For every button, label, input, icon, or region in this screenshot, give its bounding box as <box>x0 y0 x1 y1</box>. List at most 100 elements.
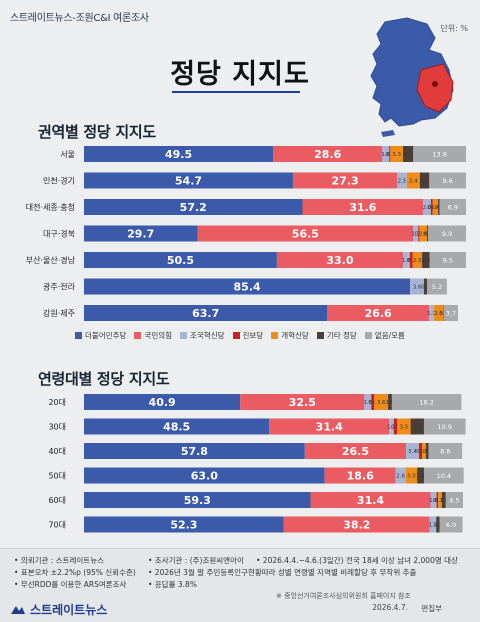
category-label: 대전·세종·충청 <box>26 202 75 212</box>
bar-value-label: 3.5 <box>413 424 422 430</box>
page-title: 정당 지지도 <box>170 59 310 90</box>
publish-date: 2026.4.7. <box>372 603 408 612</box>
bar-value-label: 10.4 <box>437 472 451 480</box>
bar-value-label: 2.0 <box>422 258 431 264</box>
bar-rebuilding <box>430 492 437 508</box>
bar-value-label: 56.5 <box>292 227 319 240</box>
bar-value-label: 1.8 <box>402 258 411 264</box>
bar-value-label: 40.9 <box>149 396 176 409</box>
footer-margin: • 표본오차 ±2.2%p (95% 신뢰수준) <box>14 568 136 577</box>
bar-minjoo <box>84 443 305 459</box>
bar-value-label: 3.3 <box>392 152 401 158</box>
bar-rebuilding <box>428 305 434 321</box>
bar-ppp <box>310 492 431 508</box>
footer-sampling: • 2026년 3월 말 주민등록인구현황따라 성별 연령별 지역별 비례할당 … <box>148 568 417 577</box>
bar-value-label: 1.7 <box>429 522 438 528</box>
bar-value-label: 26.5 <box>342 445 369 458</box>
bar-value-label: 85.4 <box>234 280 261 293</box>
bar-minjoo <box>84 516 284 533</box>
bar-ppp <box>327 305 429 321</box>
bar-other <box>417 467 424 484</box>
footer-client: • 의뢰기관 : 스트레이트뉴스 <box>14 556 105 565</box>
bar-none <box>429 172 466 189</box>
bar-other <box>388 394 392 410</box>
bar-value-label: 2.6 <box>396 473 405 479</box>
bar-other <box>443 305 444 321</box>
bar-value-label: 3.6 <box>377 400 386 406</box>
bar-value-label: 2.5 <box>398 178 407 184</box>
bar-none <box>427 278 447 295</box>
title-underline <box>172 91 300 93</box>
bar-value-label: 28.6 <box>314 148 341 161</box>
bar-other <box>441 492 446 508</box>
bar-minjoo <box>84 172 293 189</box>
bar-ppp <box>197 225 414 242</box>
bar-reform <box>432 199 439 215</box>
bar-ppp <box>324 467 396 484</box>
bar-minjoo <box>84 394 241 410</box>
bar-value-label: 57.8 <box>181 445 208 458</box>
category-label: 20대 <box>48 398 66 407</box>
bar-value-label: 2.7 <box>404 152 413 158</box>
legend-label: 조국혁신당 <box>190 331 225 340</box>
category-label: 강원·제주 <box>43 308 75 318</box>
bar-value-label: 6.0 <box>446 521 456 529</box>
bar-value-label: 2.5 <box>434 311 443 317</box>
bar-value-label: 18.6 <box>347 469 374 482</box>
footer-method: • 무선RDD를 이용한 ARS여론조사 <box>14 580 127 589</box>
bar-value-label: 49.5 <box>165 148 192 161</box>
bar-value-label: 0.8 <box>368 400 377 406</box>
bar-value-label: 2.5 <box>420 178 429 184</box>
bar-rebuilding <box>413 225 419 242</box>
bar-progressive <box>418 225 420 242</box>
bar-progressive <box>419 443 423 459</box>
bar-reform <box>419 225 428 242</box>
footer-agency: • 조사기관 : (주)조원씨앤아이 <box>148 556 244 565</box>
bar-value-label: 52.3 <box>170 518 197 531</box>
bar-ppp <box>276 252 403 268</box>
bar-value-label: 2.0 <box>419 231 428 237</box>
bar-value-label: 3.0 <box>407 473 416 479</box>
bar-value-label: 50.5 <box>167 254 194 267</box>
category-label: 광주·전라 <box>43 282 76 292</box>
bar-rebuilding <box>382 146 390 162</box>
bar-none <box>429 252 466 268</box>
bar-value-label: 31.4 <box>316 420 343 433</box>
bar-value-label: 59.3 <box>184 494 211 507</box>
bar-value-label: 54.7 <box>175 174 202 187</box>
bar-rebuilding <box>423 199 431 215</box>
editor-label: 편집부 <box>421 604 442 613</box>
bar-reform <box>406 172 420 189</box>
bar-minjoo <box>84 225 198 242</box>
bar-progressive <box>430 199 433 215</box>
korea-map-red-region <box>416 63 454 113</box>
bar-ppp <box>292 172 398 189</box>
legend-label: 진보당 <box>242 331 264 340</box>
bar-minjoo <box>84 418 270 435</box>
bar-value-label: 0.1 <box>439 311 448 317</box>
bar-ppp <box>240 394 365 410</box>
bar-ppp <box>302 199 424 215</box>
legend-item-progressive: 진보당 <box>232 330 264 341</box>
footer-response: • 응답률 3.8% <box>148 580 197 589</box>
logo-text: 스트레이트뉴스 <box>30 603 108 617</box>
age-section-title: 연령대별 정당 지지도 <box>38 370 170 388</box>
category-label: 인천·경기 <box>43 176 75 186</box>
legend-label: 기타 정당 <box>326 331 357 340</box>
bar-progressive <box>389 146 391 162</box>
bar-value-label: 9.9 <box>442 230 452 238</box>
bar-none <box>413 146 466 162</box>
bar-none <box>439 199 466 215</box>
bar-value-label: 9.6 <box>442 177 452 185</box>
bar-reform <box>397 418 411 435</box>
bar-reform <box>433 305 444 321</box>
bar-rebuilding <box>395 467 406 484</box>
category-label: 70대 <box>48 521 66 530</box>
bar-value-label: 1.2 <box>387 424 396 430</box>
bar-value-label: 3.6 <box>413 284 422 290</box>
bar-reform <box>390 146 403 162</box>
bar-value-label: 1.6 <box>429 498 438 504</box>
bar-value-label: 1.0 <box>439 498 448 504</box>
bar-value-label: 0.9 <box>434 522 443 528</box>
legend-label: 없음/모름 <box>374 331 405 340</box>
